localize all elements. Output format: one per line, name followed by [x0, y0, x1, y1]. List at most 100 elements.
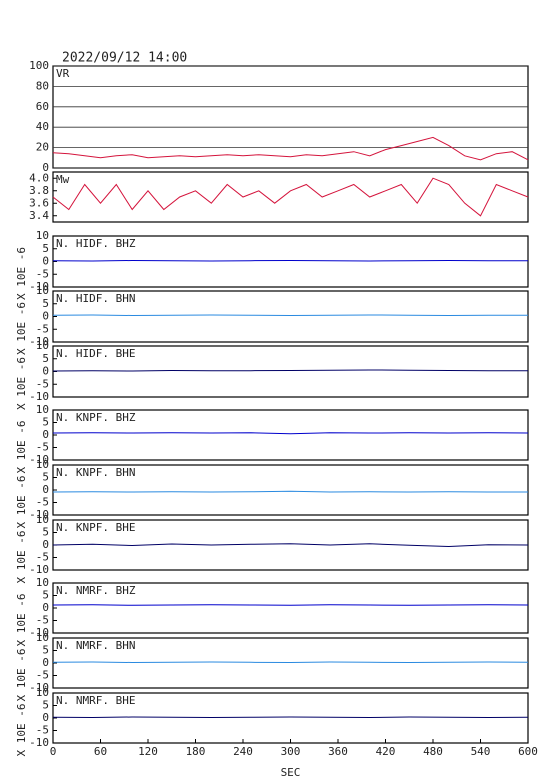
y-tick-label: -10: [29, 280, 49, 293]
x-tick-label: 360: [328, 745, 348, 758]
y-tick-label: -5: [36, 551, 49, 564]
y-tick-label: 10: [36, 686, 49, 699]
y-tick-label: 5: [42, 589, 49, 602]
y-axis-label: X 10E -6: [15, 357, 28, 410]
trace: [52, 259, 528, 262]
y-tick-label: -10: [29, 453, 49, 466]
y-tick-label: 3.8: [29, 184, 49, 197]
y-axis-label: X 10E -6: [15, 247, 28, 300]
x-tick-label: 180: [186, 745, 206, 758]
y-tick-label: 20: [36, 141, 49, 154]
y-tick-label: 80: [36, 79, 49, 92]
y-tick-label: 3.6: [29, 196, 49, 209]
trace: [52, 716, 529, 719]
y-tick-label: -10: [29, 626, 49, 639]
y-tick-label: 5: [42, 699, 49, 712]
x-tick-label: 60: [94, 745, 107, 758]
y-tick-label: 0: [42, 656, 49, 669]
y-tick-label: 0: [42, 428, 49, 441]
panel-label: N. HIDF. BHZ: [56, 237, 136, 250]
y-tick-label: -10: [29, 736, 49, 749]
y-tick-label: -5: [36, 496, 49, 509]
panel-frame: [52, 65, 529, 169]
y-tick-label: 0: [42, 365, 49, 378]
y-tick-label: -10: [29, 681, 49, 694]
y-axis-label: X 10E -6: [15, 531, 28, 584]
y-tick-label: -10: [29, 335, 49, 348]
y-tick-label: 5: [42, 526, 49, 539]
y-tick-label: 10: [36, 229, 49, 242]
trace: [52, 661, 529, 664]
y-tick-label: 0: [42, 255, 49, 268]
y-tick-label: 60: [36, 100, 49, 113]
y-tick-label: 10: [36, 284, 49, 297]
y-tick-label: 0: [42, 601, 49, 614]
y-tick-label: 5: [42, 644, 49, 657]
panel-label: Mw: [56, 173, 70, 186]
panel-label: N. KNPF. BHN: [56, 466, 135, 479]
panel-label: N. KNPF. BHZ: [56, 411, 136, 424]
y-tick-label: -5: [36, 724, 49, 737]
y-tick-label: 0: [42, 483, 49, 496]
trace: [52, 432, 529, 435]
y-tick-label: 10: [36, 513, 49, 526]
y-tick-label: 5: [42, 352, 49, 365]
y-axis-label: X 10E -6: [15, 704, 28, 757]
y-tick-label: -10: [29, 563, 49, 576]
y-tick-label: 100: [29, 59, 49, 72]
x-tick-label: 0: [50, 745, 57, 758]
panel-label: N. NMRF. BHZ: [56, 584, 136, 597]
x-tick-label: 300: [281, 745, 301, 758]
y-tick-label: 5: [42, 242, 49, 255]
x-tick-label: 480: [423, 745, 443, 758]
panel-label: N. HIDF. BHN: [56, 292, 135, 305]
panel-label: N. NMRF. BHN: [56, 639, 135, 652]
x-tick-label: 120: [138, 745, 158, 758]
y-tick-label: 0: [42, 711, 49, 724]
x-tick-label: 240: [233, 745, 253, 758]
x-tick-label: 420: [376, 745, 396, 758]
y-tick-label: -5: [36, 441, 49, 454]
y-tick-label: -5: [36, 614, 49, 627]
trace: [52, 314, 528, 317]
y-tick-label: 0: [42, 161, 49, 174]
trace: [52, 369, 528, 372]
y-tick-label: 10: [36, 403, 49, 416]
x-tick-label: 600: [518, 745, 538, 758]
panel-label: N. KNPF. BHE: [56, 521, 135, 534]
trace: [52, 136, 529, 161]
y-axis-label: X 10E -6: [15, 594, 28, 647]
x-tick-label: 540: [471, 745, 491, 758]
y-tick-label: -10: [29, 390, 49, 403]
y-tick-label: 10: [36, 631, 49, 644]
trace: [52, 543, 529, 548]
y-tick-label: -5: [36, 267, 49, 280]
y-tick-label: -5: [36, 377, 49, 390]
y-tick-label: -5: [36, 322, 49, 335]
y-axis-label: X 10E -6: [15, 302, 28, 355]
y-tick-label: 3.4: [29, 209, 49, 222]
panel-label: N. HIDF. BHE: [56, 347, 135, 360]
y-tick-label: -10: [29, 508, 49, 521]
y-axis-label: X 10E -6: [15, 476, 28, 529]
chart-title: 2022/09/12 14:00: [62, 51, 187, 66]
y-tick-label: 10: [36, 339, 49, 352]
panel-label: N. NMRF. BHE: [56, 694, 135, 707]
y-tick-label: 0: [42, 538, 49, 551]
y-tick-label: 5: [42, 416, 49, 429]
y-tick-label: 40: [36, 120, 49, 133]
y-tick-label: 5: [42, 471, 49, 484]
y-tick-label: 10: [36, 458, 49, 471]
y-axis-label: X 10E -6: [15, 421, 28, 474]
trace: [52, 177, 529, 217]
y-tick-label: 4.0: [29, 171, 49, 184]
panel-label: VR: [56, 67, 70, 80]
x-axis-label: SEC: [281, 766, 301, 779]
y-tick-label: 5: [42, 297, 49, 310]
y-tick-label: 10: [36, 576, 49, 589]
y-tick-label: 0: [42, 310, 49, 323]
y-axis-label: X 10E -6: [15, 649, 28, 702]
trace: [52, 490, 528, 493]
trace: [52, 604, 529, 606]
